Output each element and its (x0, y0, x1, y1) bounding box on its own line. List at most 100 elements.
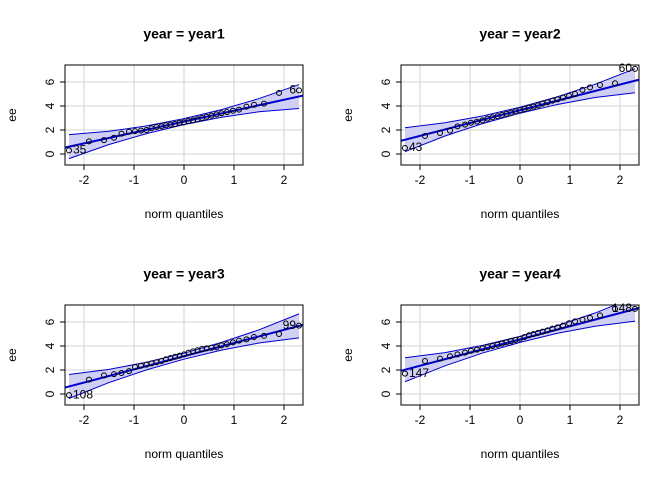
x-tick-label: 1 (567, 413, 574, 427)
y-tick-label: 6 (379, 318, 393, 325)
point (402, 144, 408, 151)
point (118, 369, 125, 376)
point (468, 347, 474, 354)
point (422, 357, 428, 364)
y-axis-label: ee (5, 348, 19, 362)
x-tick-label: 1 (231, 173, 238, 187)
plot-area (65, 305, 303, 405)
point (544, 327, 551, 334)
point (468, 119, 474, 126)
point (560, 94, 566, 101)
x-tick-label: -1 (465, 413, 476, 427)
x-tick-label: 1 (567, 173, 574, 187)
point (224, 109, 230, 116)
y-axis-label: ee (341, 108, 355, 122)
point (66, 147, 72, 154)
point (587, 84, 593, 91)
x-axis-label: norm quantiles (145, 447, 224, 461)
point (86, 138, 92, 145)
point (224, 341, 230, 348)
band-lower (404, 320, 636, 383)
point (402, 370, 408, 377)
plot-frame (64, 64, 304, 166)
reference-line (65, 323, 303, 389)
panel: year = year4 norm quantiles ee -2 -1 0 1 2 0 2 4 6 1… (341, 266, 640, 461)
y-tick-label: 4 (43, 102, 57, 109)
point (612, 305, 618, 312)
plot-frame (400, 64, 640, 166)
reference-line (401, 307, 639, 372)
plot-area (401, 305, 639, 405)
x-tick-label: 0 (517, 413, 524, 427)
band-lower (68, 337, 300, 399)
point (447, 353, 453, 360)
x-tick-label: -1 (129, 173, 140, 187)
point (554, 324, 561, 331)
point (132, 128, 138, 135)
point (447, 127, 453, 134)
point (474, 346, 480, 353)
point (218, 342, 225, 349)
y-tick-label: 4 (379, 342, 393, 349)
point (126, 128, 132, 135)
y-tick-label: 2 (43, 126, 57, 133)
y-tick-label: 6 (43, 318, 57, 325)
point (230, 107, 236, 114)
y-tick-label: 4 (43, 342, 57, 349)
point (276, 89, 282, 96)
point (236, 337, 242, 344)
point (474, 118, 480, 125)
point (632, 65, 638, 72)
point (86, 376, 92, 383)
x-axis-label: norm quantiles (481, 207, 560, 221)
plot-frame (64, 304, 304, 406)
y-tick-label: 2 (379, 126, 393, 133)
panel: year = year1 norm quantiles ee -2 -1 0 1 2 0 2 4 6 3… (5, 26, 304, 221)
y-tick-label: 2 (43, 366, 57, 373)
point (296, 87, 302, 94)
point (243, 336, 250, 343)
panel-title: year = year1 (143, 26, 225, 42)
point (138, 127, 144, 134)
y-tick-label: 0 (379, 150, 393, 157)
point (566, 92, 572, 99)
y-tick-label: 0 (379, 390, 393, 397)
x-tick-label: -1 (129, 413, 140, 427)
y-axis-label: ee (341, 348, 355, 362)
point (218, 110, 225, 117)
y-tick-label: 4 (379, 102, 393, 109)
y-tick-label: 2 (379, 366, 393, 373)
point (111, 134, 117, 141)
panel: year = year3 norm quantiles ee -2 -1 0 1 2 0 2 4 6 1… (5, 266, 304, 461)
point (251, 101, 257, 108)
point (454, 123, 461, 130)
point-label: 99 (283, 318, 297, 332)
x-tick-label: 2 (617, 173, 624, 187)
point (632, 305, 638, 312)
point (544, 99, 551, 106)
point (276, 331, 282, 338)
reference-line (65, 94, 303, 149)
point (422, 132, 428, 139)
x-tick-label: 2 (281, 413, 288, 427)
point (587, 314, 593, 321)
point (118, 130, 125, 137)
point-label: 43 (409, 140, 423, 154)
panel-title: year = year4 (479, 266, 561, 282)
point (296, 322, 302, 329)
y-tick-label: 0 (43, 390, 57, 397)
point (579, 316, 586, 323)
x-axis-label: norm quantiles (481, 447, 560, 461)
y-tick-label: 6 (379, 78, 393, 85)
x-tick-label: 0 (517, 173, 524, 187)
point (251, 334, 257, 341)
point-label: 6 (289, 83, 296, 97)
x-tick-label: -2 (79, 413, 90, 427)
band-upper (68, 313, 300, 376)
x-tick-label: 2 (617, 413, 624, 427)
point-label: 148 (612, 301, 632, 315)
x-tick-label: 1 (231, 413, 238, 427)
point (437, 129, 443, 136)
point (566, 320, 572, 327)
